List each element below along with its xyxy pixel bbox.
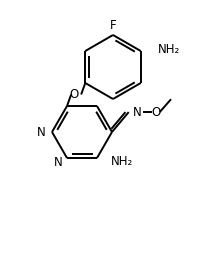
Text: N: N [54, 157, 63, 170]
Text: O: O [151, 106, 160, 119]
Text: F: F [110, 18, 116, 31]
Text: O: O [70, 88, 79, 101]
Text: N: N [133, 106, 142, 119]
Text: N: N [37, 126, 46, 139]
Text: NH₂: NH₂ [158, 42, 180, 55]
Text: NH₂: NH₂ [111, 155, 133, 168]
